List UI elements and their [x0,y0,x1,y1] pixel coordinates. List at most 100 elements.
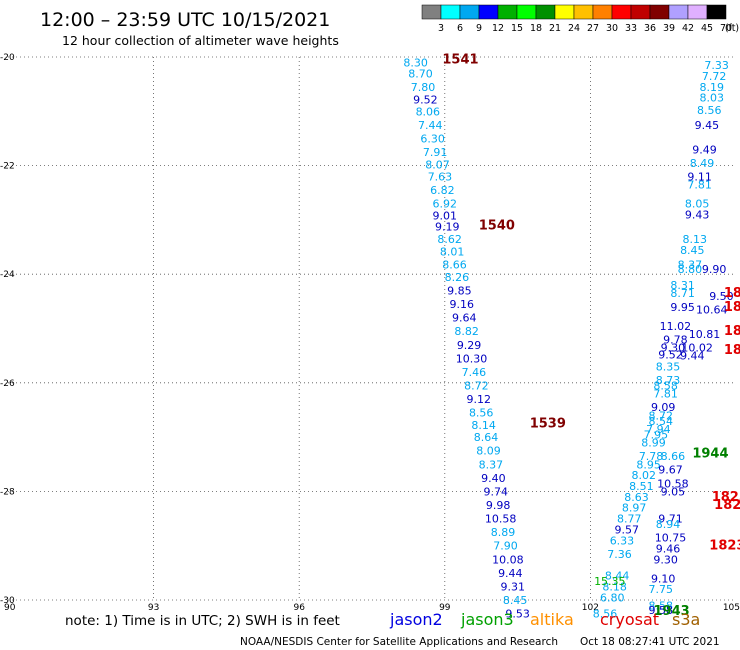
legend-label: 15 [511,23,523,34]
pass-time-label: 1823 [709,539,740,554]
legend-label: 12 [492,23,504,34]
pass-time-label: 1823 [714,498,740,513]
chart-subtitle: 12 hour collection of altimeter wave hei… [62,33,339,48]
legend-label: 6 [457,23,463,34]
swh-value: 9.29 [457,339,482,352]
legend-label: 70 [720,23,732,34]
swh-value: 9.12 [467,393,492,406]
swh-value: 9.50 [709,290,734,303]
pass-time-label: 182 [724,300,740,315]
satellite-label: jason3 [460,610,514,629]
legend-label: 30 [606,23,618,34]
swh-value: 9.95 [670,301,695,314]
swh-value: 8.31 [670,279,695,292]
swh-value: 9.64 [452,312,477,325]
swh-value: 10.58 [657,477,689,490]
x-tick-label: 99 [439,603,451,613]
swh-value: 9.09 [651,401,676,414]
legend-swatch [535,4,556,20]
swh-value: 8.09 [476,445,501,458]
swh-value: 9.05 [661,485,686,498]
satellite-label: s3a [672,610,700,629]
pass-time-label: 1539 [530,417,566,432]
swh-value: 7.78 [639,450,664,463]
y-tick-label: -20 [0,53,15,63]
swh-value: 8.37 [678,258,703,271]
legend-label: 24 [568,23,580,34]
swh-value: 8.58 [653,380,678,393]
swh-value: 9.49 [692,143,717,156]
pass-time-label: 1944 [692,446,728,461]
swh-value: 10.02 [681,342,713,355]
legend-label: 3 [438,23,444,34]
swh-value: 7.81 [687,179,712,192]
grid-lines [8,56,736,601]
satellite-label: jason2 [389,610,443,629]
swh-value: 6.33 [610,534,635,547]
swh-value: 7.75 [649,583,674,596]
swh-value: 9.30 [653,553,678,566]
swh-value: 15.35 [594,575,626,588]
swh-value: 9.10 [651,572,676,585]
swh-value: 9.11 [687,170,712,183]
swh-value: 8.45 [503,594,528,607]
legend-swatch [554,4,575,20]
legend-swatch [459,4,480,20]
swh-value: 7.81 [653,388,678,401]
pass-time-label: 182 [724,286,740,301]
x-tick-label: 102 [582,603,599,613]
swh-value: 8.72 [649,409,674,422]
swh-value: 8.01 [440,245,465,258]
swh-value: 9.85 [447,284,472,297]
swh-value: 8.35 [656,361,681,374]
legend-swatch [421,4,442,20]
legend-swatch [497,4,518,20]
legend-label: 9 [476,23,482,34]
swh-value: 7.33 [704,59,729,72]
swh-value: 11.02 [660,320,692,333]
legend-swatch [478,4,499,20]
swh-value: 9.98 [486,499,511,512]
swh-value: 8.06 [416,105,441,118]
swh-value: 8.89 [491,526,516,539]
legend-swatch [668,4,689,20]
swh-value: 9.52 [658,349,683,362]
legend-label: 18 [530,23,542,34]
swh-value: 7.63 [428,170,453,183]
pass-time-label: 1943 [653,604,689,619]
x-tick-label: 105 [723,603,740,613]
legend-swatch [687,4,708,20]
swh-value: 8.63 [624,491,649,504]
swh-value: 8.99 [641,437,666,450]
swh-value: 8.97 [622,502,647,515]
y-tick-label: -28 [0,487,15,497]
pass-time-label: 182 [724,324,740,339]
swh-value: 8.77 [617,513,642,526]
legend-label: 33 [625,23,637,34]
legend-label: 21 [549,23,561,34]
legend-swatch [516,4,537,20]
color-legend: 3 6 9 12 15 18 21 24 27 30 33 36 39 42 45 70(ft) [421,4,739,34]
pass-time-label: 1541 [442,53,478,68]
swh-value: 9.19 [435,220,460,233]
swh-value: 8.03 [699,92,724,105]
axis-ticks: 90 93 96 99 102 105 -20 -22 -24 -26 -28 -30 [0,53,740,613]
swh-value: 7.46 [462,366,487,379]
swh-value: 9.44 [680,350,705,363]
swh-value: 10.08 [492,553,524,566]
swh-value: 8.37 [479,458,504,471]
legend-swatch [649,4,670,20]
swh-value: 9.90 [702,263,727,276]
swh-value: 9.58 [649,604,674,617]
swh-value: 8.30 [403,56,428,69]
swh-value: 9.45 [695,119,720,132]
legend-label: 36 [644,23,656,34]
legend-swatch [706,4,727,20]
pass-time-label: 1540 [479,218,515,233]
swh-value: 10.58 [485,513,517,526]
swh-value: 8.73 [656,374,681,387]
swh-value: 9.57 [615,523,640,536]
footnote: note: 1) Time is in UTC; 2) SWH is in fe… [65,613,340,629]
swh-value: 8.66 [442,258,467,271]
swh-value: 9.71 [658,513,683,526]
